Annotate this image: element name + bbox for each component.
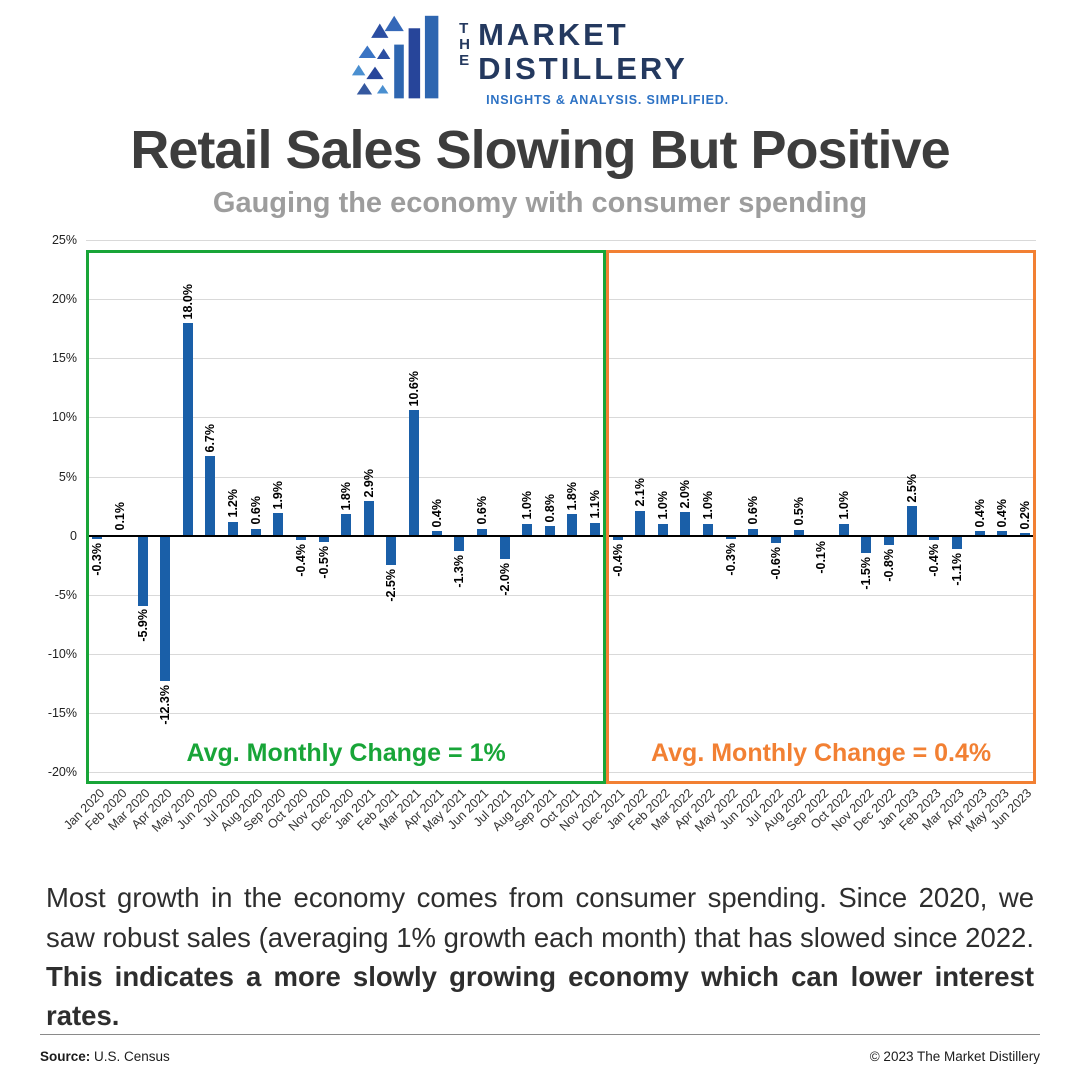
bar (341, 514, 352, 536)
brand-logo: THE MARKET DISTILLERY INSIGHTS & ANALYSI… (0, 0, 1080, 107)
logo-word-market: MARKET (478, 17, 629, 52)
bar (431, 530, 442, 536)
copyright-note: © 2023 The Market Distillery (869, 1049, 1040, 1064)
chart-plot-area: 25% 20% 15% 10% 5% 0 -5% -10% -15% -20% -0.3% Jan 2… (48, 233, 1036, 835)
y-axis-tick-label: 15% (51, 351, 77, 366)
bar (567, 514, 578, 536)
summary-paragraph: Most growth in the economy comes from co… (0, 878, 1080, 1035)
bar (137, 535, 148, 606)
bar (476, 528, 487, 536)
bar (386, 535, 397, 566)
bar (974, 530, 985, 536)
bar (92, 535, 103, 540)
gridline (86, 653, 1036, 655)
y-axis-tick-label: -15% (47, 706, 77, 721)
summary-text-bold: This indicates a more slowly growing eco… (46, 960, 1034, 1032)
gridline (86, 476, 1036, 478)
gridline (86, 299, 1036, 301)
bar (793, 529, 804, 536)
gridline (86, 358, 1036, 360)
source-note: Source: U.S. Census (40, 1049, 170, 1064)
bar (295, 535, 306, 541)
bar (499, 535, 510, 560)
bar (703, 523, 713, 536)
x-axis-zero-line (86, 534, 1036, 537)
market-distillery-logo-icon (352, 15, 439, 99)
retail-sales-chart: 25% 20% 15% 10% 5% 0 -5% -10% -15% -20% -0.3% Jan 2… (0, 230, 1080, 850)
source-value: U.S. Census (90, 1049, 170, 1064)
y-axis-tick-label: 0 (70, 528, 77, 543)
y-axis-tick-label: 20% (51, 292, 77, 307)
bar (884, 535, 894, 546)
bar (182, 322, 193, 536)
bar (725, 535, 736, 540)
logo-tagline: INSIGHTS & ANALYSIS. SIMPLIFIED. (486, 93, 729, 108)
bar (997, 530, 1008, 536)
bar (544, 526, 555, 536)
bar (522, 523, 533, 536)
gridline (86, 240, 1036, 242)
bar (273, 513, 284, 536)
gridline (86, 713, 1036, 715)
gridline (86, 772, 1036, 774)
bar (657, 523, 668, 536)
bar (635, 510, 646, 536)
gridline (86, 594, 1036, 596)
bar (612, 535, 623, 541)
bar (861, 535, 872, 554)
y-axis-tick-label: -5% (54, 587, 77, 602)
bar (250, 528, 261, 536)
bar (906, 506, 917, 536)
bar (160, 535, 171, 682)
bar (589, 522, 600, 536)
y-axis-tick-label: -10% (47, 646, 77, 661)
logo-text: THE MARKET DISTILLERY INSIGHTS & ANALYSI… (459, 12, 729, 107)
bar (318, 535, 329, 542)
period-highlight-box-1: Avg. Monthly Change = 1% (86, 250, 607, 785)
summary-text-regular: Most growth in the economy comes from co… (46, 882, 1034, 953)
period-average-label-1: Avg. Monthly Change = 1% (186, 739, 506, 768)
logo-word-the: THE (459, 20, 470, 69)
bar (680, 512, 691, 536)
bar (929, 535, 940, 541)
bar (748, 528, 759, 536)
logo-word-distillery: DISTILLERY (478, 51, 688, 87)
period-highlight-box-2: Avg. Monthly Change = 0.4% (606, 250, 1036, 785)
y-axis-tick-label: 5% (58, 469, 77, 484)
bar (770, 535, 781, 543)
bar (951, 535, 962, 549)
y-axis-tick-label: 10% (51, 410, 77, 425)
period-average-label-2: Avg. Monthly Change = 0.4% (651, 739, 992, 768)
bar (205, 456, 216, 536)
page-subtitle: Gauging the economy with consumer spendi… (212, 187, 868, 220)
source-label: Source: (40, 1049, 91, 1064)
bar (228, 521, 238, 536)
bar (409, 410, 419, 536)
gridline (86, 417, 1036, 419)
bar (838, 523, 849, 536)
footer: Source: U.S. Census © 2023 The Market Di… (40, 1034, 1040, 1064)
bar (454, 535, 465, 552)
bar (363, 501, 374, 536)
y-axis-tick-label: 25% (51, 233, 77, 248)
bar (1019, 533, 1030, 536)
page-title: Retail Sales Slowing But Positive (130, 120, 950, 181)
y-axis-tick-label: -20% (47, 765, 77, 780)
logo-word-name: MARKET DISTILLERY (478, 17, 688, 87)
